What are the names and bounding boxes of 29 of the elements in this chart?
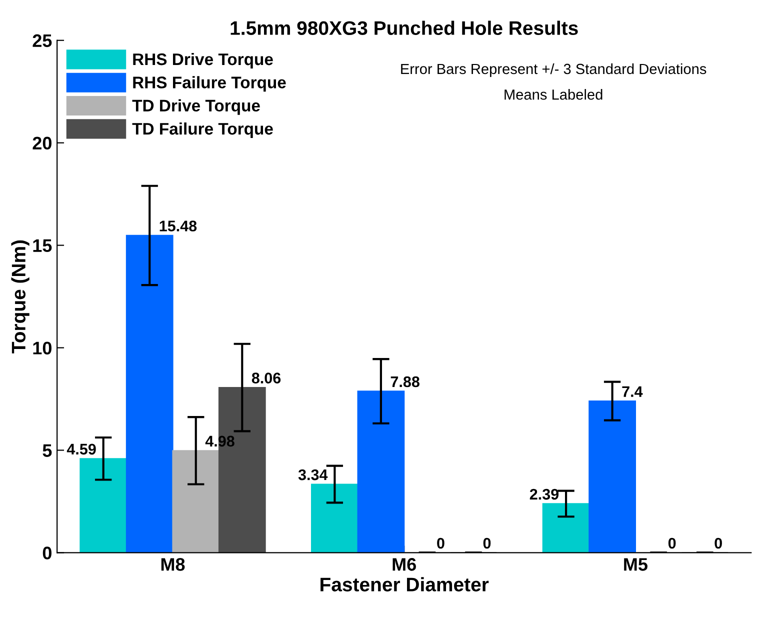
legend-label: RHS Failure Torque (133, 76, 286, 92)
data-label: 0 (437, 538, 444, 549)
data-label: 4.59 (66, 444, 96, 455)
data-label: 0 (714, 538, 722, 549)
legend-label: TD Drive Torque (132, 99, 260, 115)
data-label: 7.88 (390, 376, 420, 388)
data-label: 0 (668, 538, 676, 549)
y-tick-label: 10 (33, 342, 52, 354)
data-label: 8.06 (252, 372, 281, 384)
x-tick-label: M5 (624, 558, 648, 571)
x-axis-title: Fastener Diameter (320, 577, 489, 592)
data-label: 3.34 (298, 469, 328, 480)
data-label: 7.4 (622, 386, 643, 397)
data-label: 2.39 (530, 488, 559, 500)
legend-label: RHS Drive Torque (133, 52, 273, 68)
y-tick-label: 15 (33, 239, 52, 252)
data-label: 15.48 (160, 220, 197, 232)
y-tick-label: 25 (32, 34, 52, 48)
y-tick-label: 0 (42, 546, 52, 560)
x-tick-label: M8 (161, 558, 185, 571)
y-tick-label: 5 (42, 444, 52, 457)
annotation: Error Bars Represent +/- 3 Standard Deviations (401, 63, 706, 78)
data-label: 0 (483, 538, 491, 549)
y-axis-title: Torque (Nm) (11, 240, 30, 354)
y-tick-label: 20 (32, 136, 52, 150)
chart-title: 1.5mm 980XG3 Punched Hole Results (230, 20, 578, 36)
legend-label: TD Failure Torque (132, 122, 273, 138)
annotation: Means Labeled (504, 89, 602, 100)
x-tick-label: M6 (392, 558, 416, 571)
